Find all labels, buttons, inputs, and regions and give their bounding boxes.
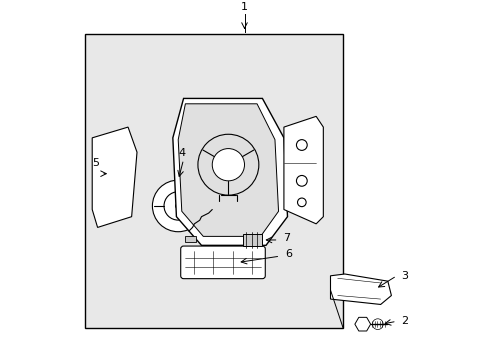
Polygon shape bbox=[92, 127, 137, 228]
Polygon shape bbox=[242, 234, 262, 246]
Text: 2: 2 bbox=[401, 316, 408, 326]
Polygon shape bbox=[185, 237, 196, 242]
Text: 3: 3 bbox=[401, 271, 407, 281]
Polygon shape bbox=[178, 104, 278, 237]
Polygon shape bbox=[172, 98, 287, 245]
Text: 4: 4 bbox=[178, 148, 185, 158]
Text: 6: 6 bbox=[285, 249, 292, 259]
Polygon shape bbox=[284, 116, 323, 224]
Circle shape bbox=[198, 134, 258, 195]
Circle shape bbox=[152, 180, 203, 232]
Polygon shape bbox=[330, 274, 390, 305]
FancyBboxPatch shape bbox=[181, 246, 264, 279]
Text: 5: 5 bbox=[92, 158, 99, 168]
Polygon shape bbox=[354, 318, 370, 331]
Circle shape bbox=[212, 149, 244, 181]
Text: 7: 7 bbox=[283, 233, 290, 243]
FancyBboxPatch shape bbox=[85, 34, 343, 328]
Text: 1: 1 bbox=[241, 3, 247, 13]
Circle shape bbox=[175, 203, 181, 208]
